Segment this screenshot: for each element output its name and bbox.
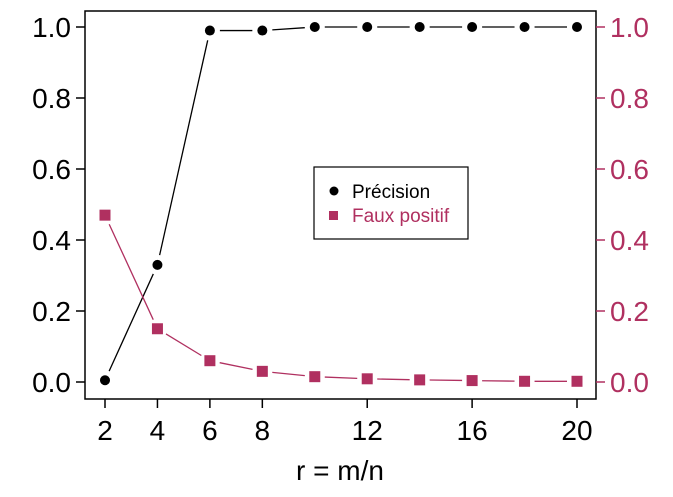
right-y-tick-label: 0.6 [610, 154, 649, 185]
series-precision [100, 22, 582, 386]
left-y-axis: 0.0 0.2 0.4 0.6 0.8 1.0 [32, 12, 85, 398]
series-segment [108, 223, 154, 320]
x-tick-label: 20 [561, 415, 592, 446]
series-segment [324, 376, 358, 380]
x-tick-label: 16 [457, 415, 488, 446]
left-y-tick-label: 0.4 [32, 225, 71, 256]
right-y-tick-label: 1.0 [610, 12, 649, 43]
plot-frame [84, 10, 597, 400]
data-point [309, 22, 320, 32]
x-tick-label: 2 [97, 415, 113, 446]
right-y-tick-label: 0.2 [610, 296, 649, 327]
right-y-tick-label: 0.4 [610, 225, 649, 256]
legend-label-faux-positif: Faux positif [352, 206, 450, 227]
data-point [414, 22, 425, 32]
right-y-tick-label: 0.8 [610, 83, 649, 114]
series-segment [377, 378, 410, 381]
legend: Précision Faux positif [313, 166, 469, 240]
data-point [152, 259, 163, 270]
series-segment [165, 333, 202, 357]
series-segment [272, 371, 305, 377]
x-tick-label: 12 [352, 415, 383, 446]
legend-box [313, 166, 469, 240]
series-segment [219, 362, 253, 370]
right-y-tick-label: 0.0 [610, 367, 649, 398]
data-point [151, 323, 163, 335]
data-point [572, 22, 582, 32]
left-y-tick-label: 0.2 [32, 296, 71, 327]
legend-marker-precision [329, 186, 339, 196]
x-tick-label: 4 [150, 415, 166, 446]
legend-marker-faux-positif [329, 211, 338, 220]
data-point [361, 373, 373, 385]
data-point [519, 22, 530, 32]
x-axis: 2 4 6 8 12 16 20 [97, 399, 593, 446]
data-point [571, 375, 583, 387]
data-point [466, 375, 478, 387]
data-point [204, 25, 215, 36]
left-y-tick-label: 0.8 [32, 83, 71, 114]
series-layer [99, 22, 583, 387]
legend-label-precision: Précision [352, 182, 430, 203]
data-point [467, 22, 478, 32]
right-y-axis: 0.0 0.2 0.4 0.6 0.8 1.0 [596, 12, 649, 398]
data-point [362, 22, 373, 32]
left-y-tick-label: 0.6 [32, 154, 71, 185]
data-point [309, 371, 321, 383]
data-point [257, 25, 268, 36]
data-point [100, 375, 110, 386]
data-point [99, 209, 111, 221]
series-segment [272, 27, 305, 31]
left-y-tick-label: 0.0 [32, 367, 71, 398]
series-segment [108, 273, 154, 372]
data-point [256, 365, 268, 377]
data-point [519, 375, 531, 387]
x-axis-title: r = m/n [296, 455, 384, 486]
x-tick-label: 6 [202, 415, 218, 446]
data-point [414, 374, 426, 386]
x-tick-label: 8 [255, 415, 271, 446]
data-point [204, 355, 216, 367]
series-faux-positif [99, 209, 583, 387]
series-segment [158, 40, 209, 256]
left-y-tick-label: 1.0 [32, 12, 71, 43]
